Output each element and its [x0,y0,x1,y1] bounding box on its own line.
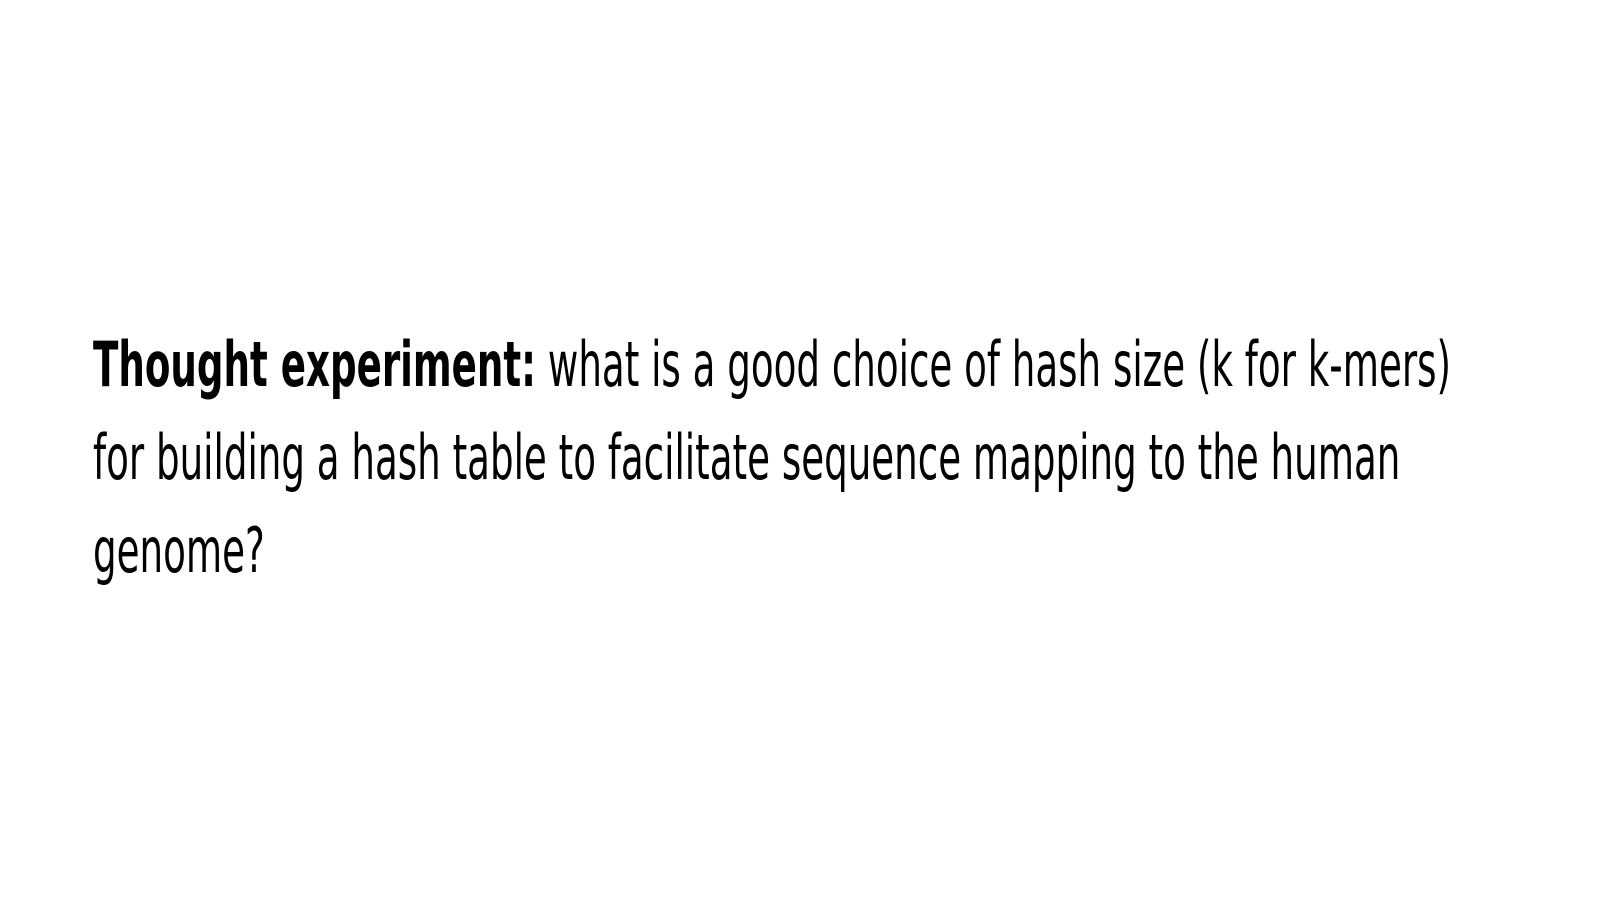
thought-experiment-label: Thought experiment: [93,328,537,401]
question-text: what is a good choice of hash size (k fo… [93,328,1452,587]
slide-body-text: Thought experiment: what is a good choic… [93,318,1513,597]
